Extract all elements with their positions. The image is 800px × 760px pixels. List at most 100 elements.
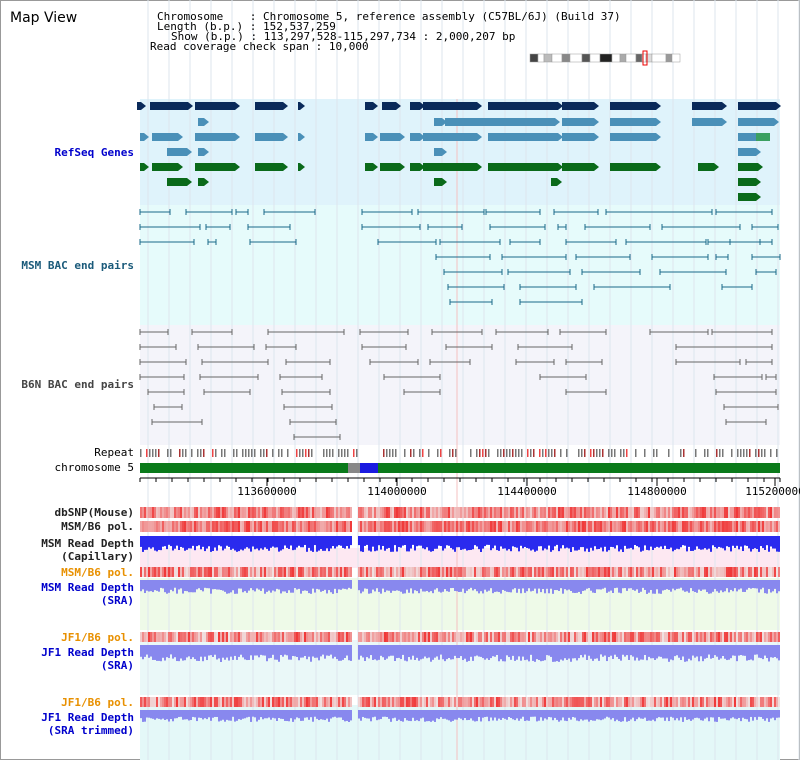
jf1-pol2-cell — [402, 697, 404, 707]
msm-depth-sra-bar — [712, 580, 714, 592]
msm-pol-cell — [660, 521, 662, 532]
msm-pol2-cell — [280, 567, 282, 577]
msm-depth-sra-bar — [258, 580, 260, 590]
dbsnp-cell — [410, 507, 412, 518]
msm-depth-cap-bar — [556, 536, 558, 545]
msm-depth-sra-bar — [312, 580, 314, 589]
jf1-depth-sra-bar — [738, 645, 740, 656]
dbsnp-cell — [594, 507, 596, 518]
jf1-depth-sra-bar — [534, 645, 536, 662]
msm-depth-sra-bar — [174, 580, 176, 588]
jf1-pol2-cell — [450, 697, 452, 707]
dbsnp-cell — [240, 507, 242, 518]
msm-pol2-cell — [178, 567, 180, 577]
dbsnp-cell — [246, 507, 248, 518]
msm-pol2-cell — [544, 567, 546, 577]
jf1-pol-cell — [638, 632, 640, 642]
jf1-depth-sra-bar — [532, 645, 534, 661]
msm-depth-sra-bar — [436, 580, 438, 589]
msm-pol-cell — [174, 521, 176, 532]
jf1-depth-trim-bar — [376, 710, 378, 721]
msm-depth-cap-bar — [764, 536, 766, 550]
msm-pol2-cell — [698, 567, 700, 577]
msm-depth-cap-bar — [540, 536, 542, 547]
dbsnp-cell — [214, 507, 216, 518]
msm-depth-sra-bar — [550, 580, 552, 589]
msm-depth-cap-bar — [436, 536, 438, 549]
jf1-depth-trim-bar — [286, 710, 288, 722]
msm-depth-sra-bar — [450, 580, 452, 589]
jf1-pol-cell — [298, 632, 300, 642]
jf1-depth-trim-bar — [676, 710, 678, 719]
jf1-pol2-cell — [734, 697, 736, 707]
dbsnp-cell — [184, 507, 186, 518]
msm-pol-cell — [392, 521, 394, 532]
msm-pol-cell — [584, 521, 586, 532]
jf1-depth-sra-bar — [362, 645, 364, 658]
msm-pol-cell — [322, 521, 324, 532]
msm-pol2-cell — [460, 567, 462, 577]
jf1-depth-trim-bar — [150, 710, 152, 719]
jf1-pol2-cell — [444, 697, 446, 707]
msm-depth-cap-bar — [700, 536, 702, 550]
dbsnp-cell — [620, 507, 622, 518]
msm-depth-sra-bar — [616, 580, 618, 588]
msm-pol2-cell — [324, 567, 326, 577]
msm-depth-cap-bar — [682, 536, 684, 546]
msm-pol-cell — [610, 521, 612, 532]
jf1-pol-cell — [396, 632, 398, 642]
jf1-pol2-cell — [468, 697, 470, 707]
dbsnp-cell — [466, 507, 468, 518]
msm-depth-sra-bar — [652, 580, 654, 594]
jf1-depth-trim-bar — [450, 710, 452, 722]
jf1-depth-sra-bar — [646, 645, 648, 661]
msm-depth-sra-bar — [606, 580, 608, 593]
msm-pol2-cell — [620, 567, 622, 577]
jf1-pol-cell — [162, 632, 164, 642]
msm-depth-cap-bar — [740, 536, 742, 547]
jf1-depth-trim-bar — [140, 710, 142, 719]
jf1-pol-cell — [476, 632, 478, 642]
jf1-depth-trim-bar — [338, 710, 340, 718]
jf1-depth-trim-bar — [256, 710, 258, 722]
jf1-pol-cell — [574, 632, 576, 642]
dbsnp-cell — [592, 507, 594, 518]
jf1-pol2-cell — [608, 697, 610, 707]
jf1-depth-sra-bar — [472, 645, 474, 661]
jf1-pol-cell — [350, 632, 352, 642]
msm-pol-cell — [504, 521, 506, 532]
msm-pol-cell — [698, 521, 700, 532]
jf1-depth-sra-bar — [250, 645, 252, 656]
ideogram-band — [581, 53, 591, 63]
repeat-mark — [287, 449, 289, 457]
repeat-mark — [551, 449, 553, 457]
jf1-pol-cell — [312, 632, 314, 642]
jf1-depth-sra-bar — [218, 645, 220, 659]
msm-pol-cell — [330, 521, 332, 532]
jf1-depth-trim-bar — [770, 710, 772, 719]
msm-depth-sra-bar — [412, 580, 414, 594]
msm-depth-cap-bar — [716, 536, 718, 549]
msm-depth-sra-bar — [694, 580, 696, 592]
msm-pol-cell — [264, 521, 266, 532]
msm-pol-cell — [246, 521, 248, 532]
jf1-pol-cell — [220, 632, 222, 642]
jf1-pol-cell — [382, 632, 384, 642]
jf1-depth-sra-bar — [168, 645, 170, 659]
msm-pol-cell — [232, 521, 234, 532]
msm-pol2-cell — [410, 567, 412, 577]
jf1-depth-sra-bar — [368, 645, 370, 659]
jf1-depth-sra-bar — [332, 645, 334, 659]
msm-pol2-cell — [224, 567, 226, 577]
jf1-depth-sra-bar — [162, 645, 164, 658]
jf1-pol-cell — [608, 632, 610, 642]
msm-pol2-cell — [360, 567, 362, 577]
jf1-pol-cell — [678, 632, 680, 642]
dbsnp-cell — [200, 507, 202, 518]
msm-pol2-cell — [480, 567, 482, 577]
jf1-depth-trim-bar — [306, 710, 308, 718]
jf1-pol-cell — [224, 632, 226, 642]
msm-depth-sra-bar — [632, 580, 634, 590]
dbsnp-cell — [650, 507, 652, 518]
